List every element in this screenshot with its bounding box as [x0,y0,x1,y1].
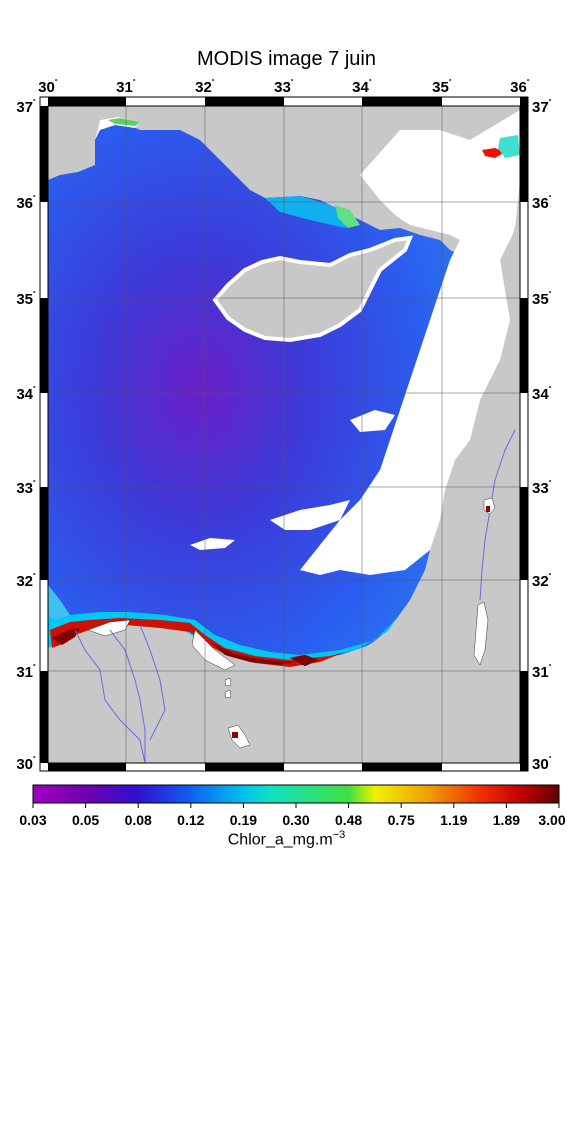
colorbar-tick-label: 0.08 [125,812,152,828]
lat-label: 36˚ [16,194,36,212]
lake-tiberias-bloom [486,506,490,512]
cloud-streak-2 [190,538,235,550]
colorbar-tick-label: 0.12 [177,812,204,828]
lat-label: 32˚ [532,572,552,590]
north-coast-green [108,118,140,126]
lat-label: 34˚ [532,385,552,403]
lat-label: 30˚ [16,755,36,773]
cloud-cover-east [300,110,520,575]
lat-label: 33˚ [532,479,552,497]
coastal-bloom-band [48,600,400,665]
lon-label: 31˚ [116,78,136,96]
latitude-labels-right: 37˚ 36˚ 35˚ 34˚ 33˚ 32˚ 31˚ 30˚ [532,98,552,773]
lon-label: 34˚ [352,78,372,96]
small-lakes [224,677,232,699]
cloud-streak-1 [270,500,350,530]
cloud-streak-3 [350,410,395,432]
colorbar-tick-label: 0.48 [335,812,362,828]
nile-branches [74,624,166,764]
lat-label: 32˚ [16,572,36,590]
colorbar-gradient [32,784,560,804]
cyprus-island [212,235,414,343]
lat-label: 35˚ [532,290,552,308]
colorbar-tick-label: 0.05 [72,812,99,828]
lon-label: 30˚ [38,78,58,96]
lat-label: 30˚ [532,755,552,773]
lon-label: 33˚ [274,78,294,96]
colorbar-tick-label: 0.19 [230,812,257,828]
colorbar-unit-main: Chlor_a_mg.m [227,831,333,849]
colorbar-tick-label: 1.89 [493,812,520,828]
lat-label: 34˚ [16,385,36,403]
colorbar-unit-label: Chlor_a_mg.m−3 [0,829,573,849]
nile-delta-lake-west [87,619,131,637]
iskenderun-cyan [498,135,520,158]
suez-lake-bloom [232,732,238,738]
nile-delta-lake-east [191,629,236,671]
latitude-labels-left: 37˚ 36˚ 35˚ 34˚ 33˚ 32˚ 31˚ 30˚ [16,98,36,773]
north-green-patch [335,205,360,228]
coastal-dark-band [52,628,295,665]
lat-label: 37˚ [16,98,36,116]
lat-label: 37˚ [532,98,552,116]
lat-label: 31˚ [16,663,36,681]
graticule [48,106,520,763]
lat-label: 31˚ [532,663,552,681]
suez-lake [227,724,251,749]
colorbar-tick-label: 0.75 [388,812,415,828]
lon-label: 35˚ [432,78,452,96]
lon-label: 36˚ [510,78,530,96]
iskenderun-bloom [482,148,505,158]
north-coastal-patch [265,196,355,228]
colorbar-tick-label: 0.03 [19,812,46,828]
colorbar-tick-labels: 0.03 0.05 0.08 0.12 0.19 0.30 0.48 0.75 … [19,812,565,828]
dead-sea [473,601,489,666]
port-said-lagoon [289,654,319,667]
colorbar: 0.03 0.05 0.08 0.12 0.19 0.30 0.48 0.75 … [19,784,566,828]
colorbar-tick-label: 1.19 [440,812,467,828]
longitude-labels: 30˚ 31˚ 32˚ 33˚ 34˚ 35˚ 36˚ [38,78,530,96]
lat-label: 35˚ [16,290,36,308]
lat-label: 33˚ [16,479,36,497]
colorbar-unit-exponent: −3 [332,829,346,841]
colorbar-tick-label: 3.00 [538,812,565,828]
levant-land [360,210,520,650]
lon-label: 32˚ [195,78,215,96]
west-coastal-patch [48,585,70,620]
coastal-red-band [50,618,345,667]
frame-border [39,96,529,772]
colorbar-ticks [32,803,560,808]
lat-label: 36˚ [532,194,552,212]
colorbar-tick-label: 0.30 [282,812,309,828]
map-frame: 30˚ 31˚ 32˚ 33˚ 34˚ 35˚ 36˚ 37˚ 36˚ 35˚ … [16,78,551,773]
map-title: MODIS image 7 juin [197,48,376,70]
